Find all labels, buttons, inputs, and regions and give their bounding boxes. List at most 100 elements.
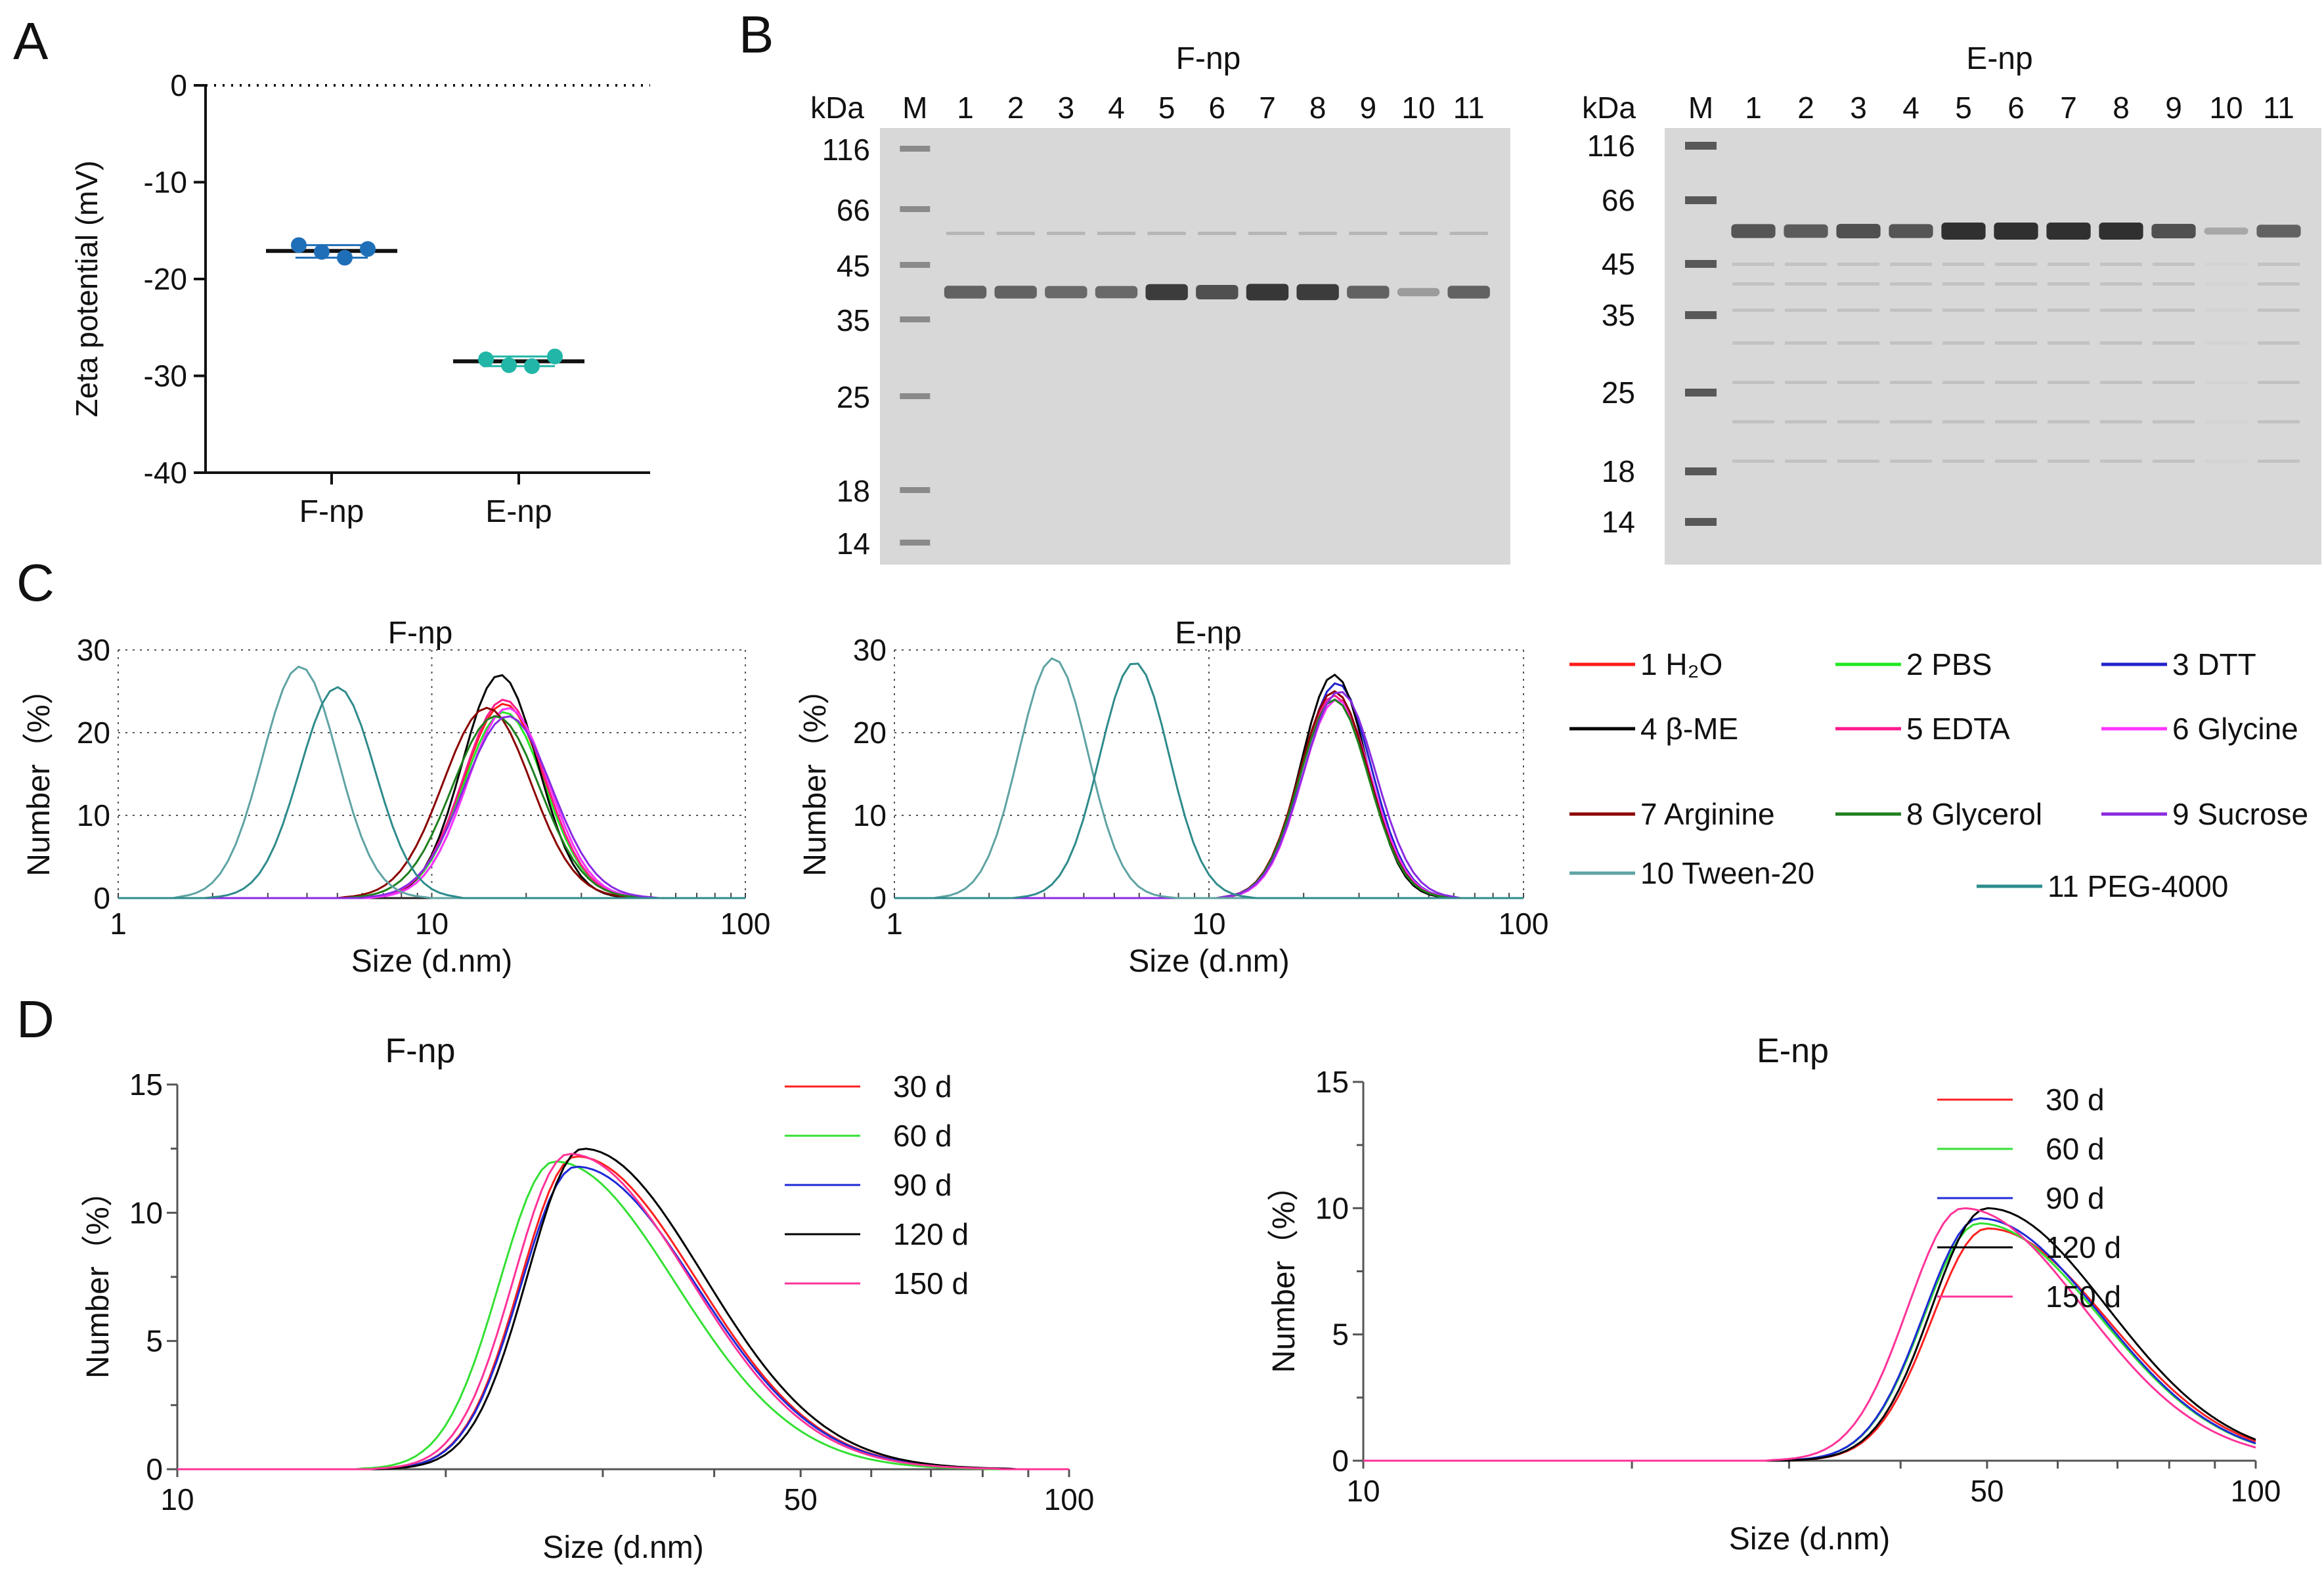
panel-d-xlabel: Size (d.nm) <box>542 1530 703 1565</box>
panel-a-group-label: E-np <box>485 494 552 529</box>
panel-c-ytick-label: 10 <box>853 798 887 832</box>
gel-faint-band <box>1785 309 1827 312</box>
gel-faint-band <box>1890 420 1932 423</box>
panel-c-legend-label: 10 Tween-20 <box>1640 856 1814 890</box>
gel-faint-band <box>1995 309 2037 312</box>
gel-faint-band <box>2100 282 2142 286</box>
gel-faint-band <box>2100 309 2142 312</box>
panel-d-chart-0: F-np 0 5 10 15 10 50 100 Size (d.nm) Number（%） 30 … <box>81 1032 1094 1565</box>
gel-faint-band <box>1449 232 1488 235</box>
gel-faint-band <box>1732 420 1774 423</box>
gel-main-band <box>2046 223 2091 240</box>
gel-marker-label: 18 <box>1602 454 1635 488</box>
panel-c-legend-label: 4 β-ME <box>1640 712 1738 746</box>
gel-faint-band <box>2205 263 2247 266</box>
gel-faint-band <box>2205 309 2247 312</box>
panel-d-series-line <box>1363 1207 2256 1462</box>
gel-faint-band <box>1837 263 1879 266</box>
panel-letter-b: B <box>739 5 774 64</box>
panel-a-point <box>501 357 517 374</box>
gel-marker-label: 25 <box>1602 376 1635 410</box>
panel-d-legend-label: 90 d <box>893 1168 952 1202</box>
gel-faint-band <box>2048 309 2090 312</box>
panel-d-chart-1: E-np 0 5 10 15 10 50 100 Size (d.nm) Number（%） 30 … <box>1267 1032 2281 1557</box>
gel-lane-label: 3 <box>1058 91 1075 125</box>
gel-background <box>1665 128 2321 565</box>
gel-marker-band <box>900 540 931 546</box>
gel-lane-label: 11 <box>1453 91 1485 125</box>
gel-marker-band <box>900 487 931 493</box>
panel-d-series-line <box>177 1153 1069 1471</box>
panel-c-legend-label: 6 Glycine <box>2172 712 2298 746</box>
gel-marker-label: 35 <box>1602 298 1635 332</box>
gel-lane-label: 11 <box>2263 91 2294 125</box>
gel-main-band <box>994 286 1037 299</box>
gel-faint-band <box>1248 232 1287 235</box>
panel-letter-a: A <box>13 12 49 70</box>
gel-marker-band <box>1685 518 1717 526</box>
gel-main-band <box>1994 223 2038 240</box>
gel-lane-label: 5 <box>1158 91 1175 125</box>
panel-d-ylabel: Number（%） <box>81 1175 116 1378</box>
gel-lane-label: M <box>902 91 927 125</box>
panel-a-ylabel: Zeta potential (mV) <box>70 160 104 417</box>
gel-faint-band <box>2258 341 2300 345</box>
panel-c-ytick-label: 30 <box>77 633 110 667</box>
gel-lane-label: 7 <box>2060 91 2077 125</box>
panel-c-ytick-label: 10 <box>77 798 110 832</box>
gel-faint-band <box>2048 420 2090 423</box>
gel-faint-band <box>2258 263 2300 266</box>
gel-lane-label: 7 <box>1259 91 1276 125</box>
gel-marker-label: 116 <box>822 133 870 167</box>
gel-main-band <box>1397 288 1440 297</box>
gel-lane-label: 2 <box>1007 91 1024 125</box>
gel-marker-label: 66 <box>1602 183 1635 217</box>
gel-faint-band <box>2048 381 2090 384</box>
gel-faint-band <box>1399 232 1438 235</box>
panel-a-ytick-label: -40 <box>144 456 187 490</box>
panel-d-ytick-label: 5 <box>146 1324 163 1358</box>
gel-lane-label: 10 <box>2209 91 2243 125</box>
panel-a-ytick-label: 0 <box>170 68 187 102</box>
gel-main-band <box>1095 286 1138 299</box>
panel-c-xtick-label: 1 <box>886 907 903 941</box>
gel-lane-label: 8 <box>2113 91 2130 125</box>
gel-faint-band <box>2048 263 2090 266</box>
gel-faint-band <box>2258 309 2300 312</box>
gel-faint-band <box>1942 460 1984 463</box>
gel-faint-band <box>1298 232 1337 235</box>
gel-faint-band <box>1995 341 2037 345</box>
panel-d-ytick-label: 5 <box>1332 1318 1349 1352</box>
gel-faint-band <box>1147 232 1186 235</box>
gel-faint-band <box>1837 420 1879 423</box>
gel-lane-label: 9 <box>2165 91 2182 125</box>
panel-d-ylabel: Number（%） <box>1267 1170 1302 1373</box>
panel-c-legend-label: 1 H₂O <box>1640 647 1722 681</box>
gel-marker-label: 45 <box>837 249 870 283</box>
gel-faint-band <box>2205 381 2247 384</box>
gel-faint-band <box>1785 460 1827 463</box>
gel-marker-band <box>1685 196 1717 204</box>
gel-faint-band <box>1995 460 2037 463</box>
panel-a-point <box>524 358 540 374</box>
gel-marker-label: 45 <box>1602 247 1635 281</box>
panel-c-xtick-label: 100 <box>720 907 771 941</box>
gel-faint-band <box>2048 460 2090 463</box>
panel-d-chart-title: E-np <box>1757 1032 1829 1070</box>
panel-c-series-line <box>894 662 1524 899</box>
gel-faint-band <box>1785 420 1827 423</box>
panel-d-ytick-label: 0 <box>146 1452 163 1486</box>
panel-c-chart-1: E-np 0 10 20 30 1 10 100 Size (d.nm) Number（%） <box>798 616 1548 979</box>
panel-a-point <box>360 241 376 257</box>
panel-c-legend-label: 5 EDTA <box>1906 712 2010 746</box>
gel-faint-band <box>1837 381 1879 384</box>
gel-lane-label: M <box>1688 91 1713 125</box>
panel-d-xtick-label: 50 <box>784 1482 818 1517</box>
panel-c-ytick-label: 0 <box>869 881 887 915</box>
gel-faint-band <box>2258 420 2300 423</box>
panel-d-legend-label: 30 d <box>2046 1083 2105 1117</box>
